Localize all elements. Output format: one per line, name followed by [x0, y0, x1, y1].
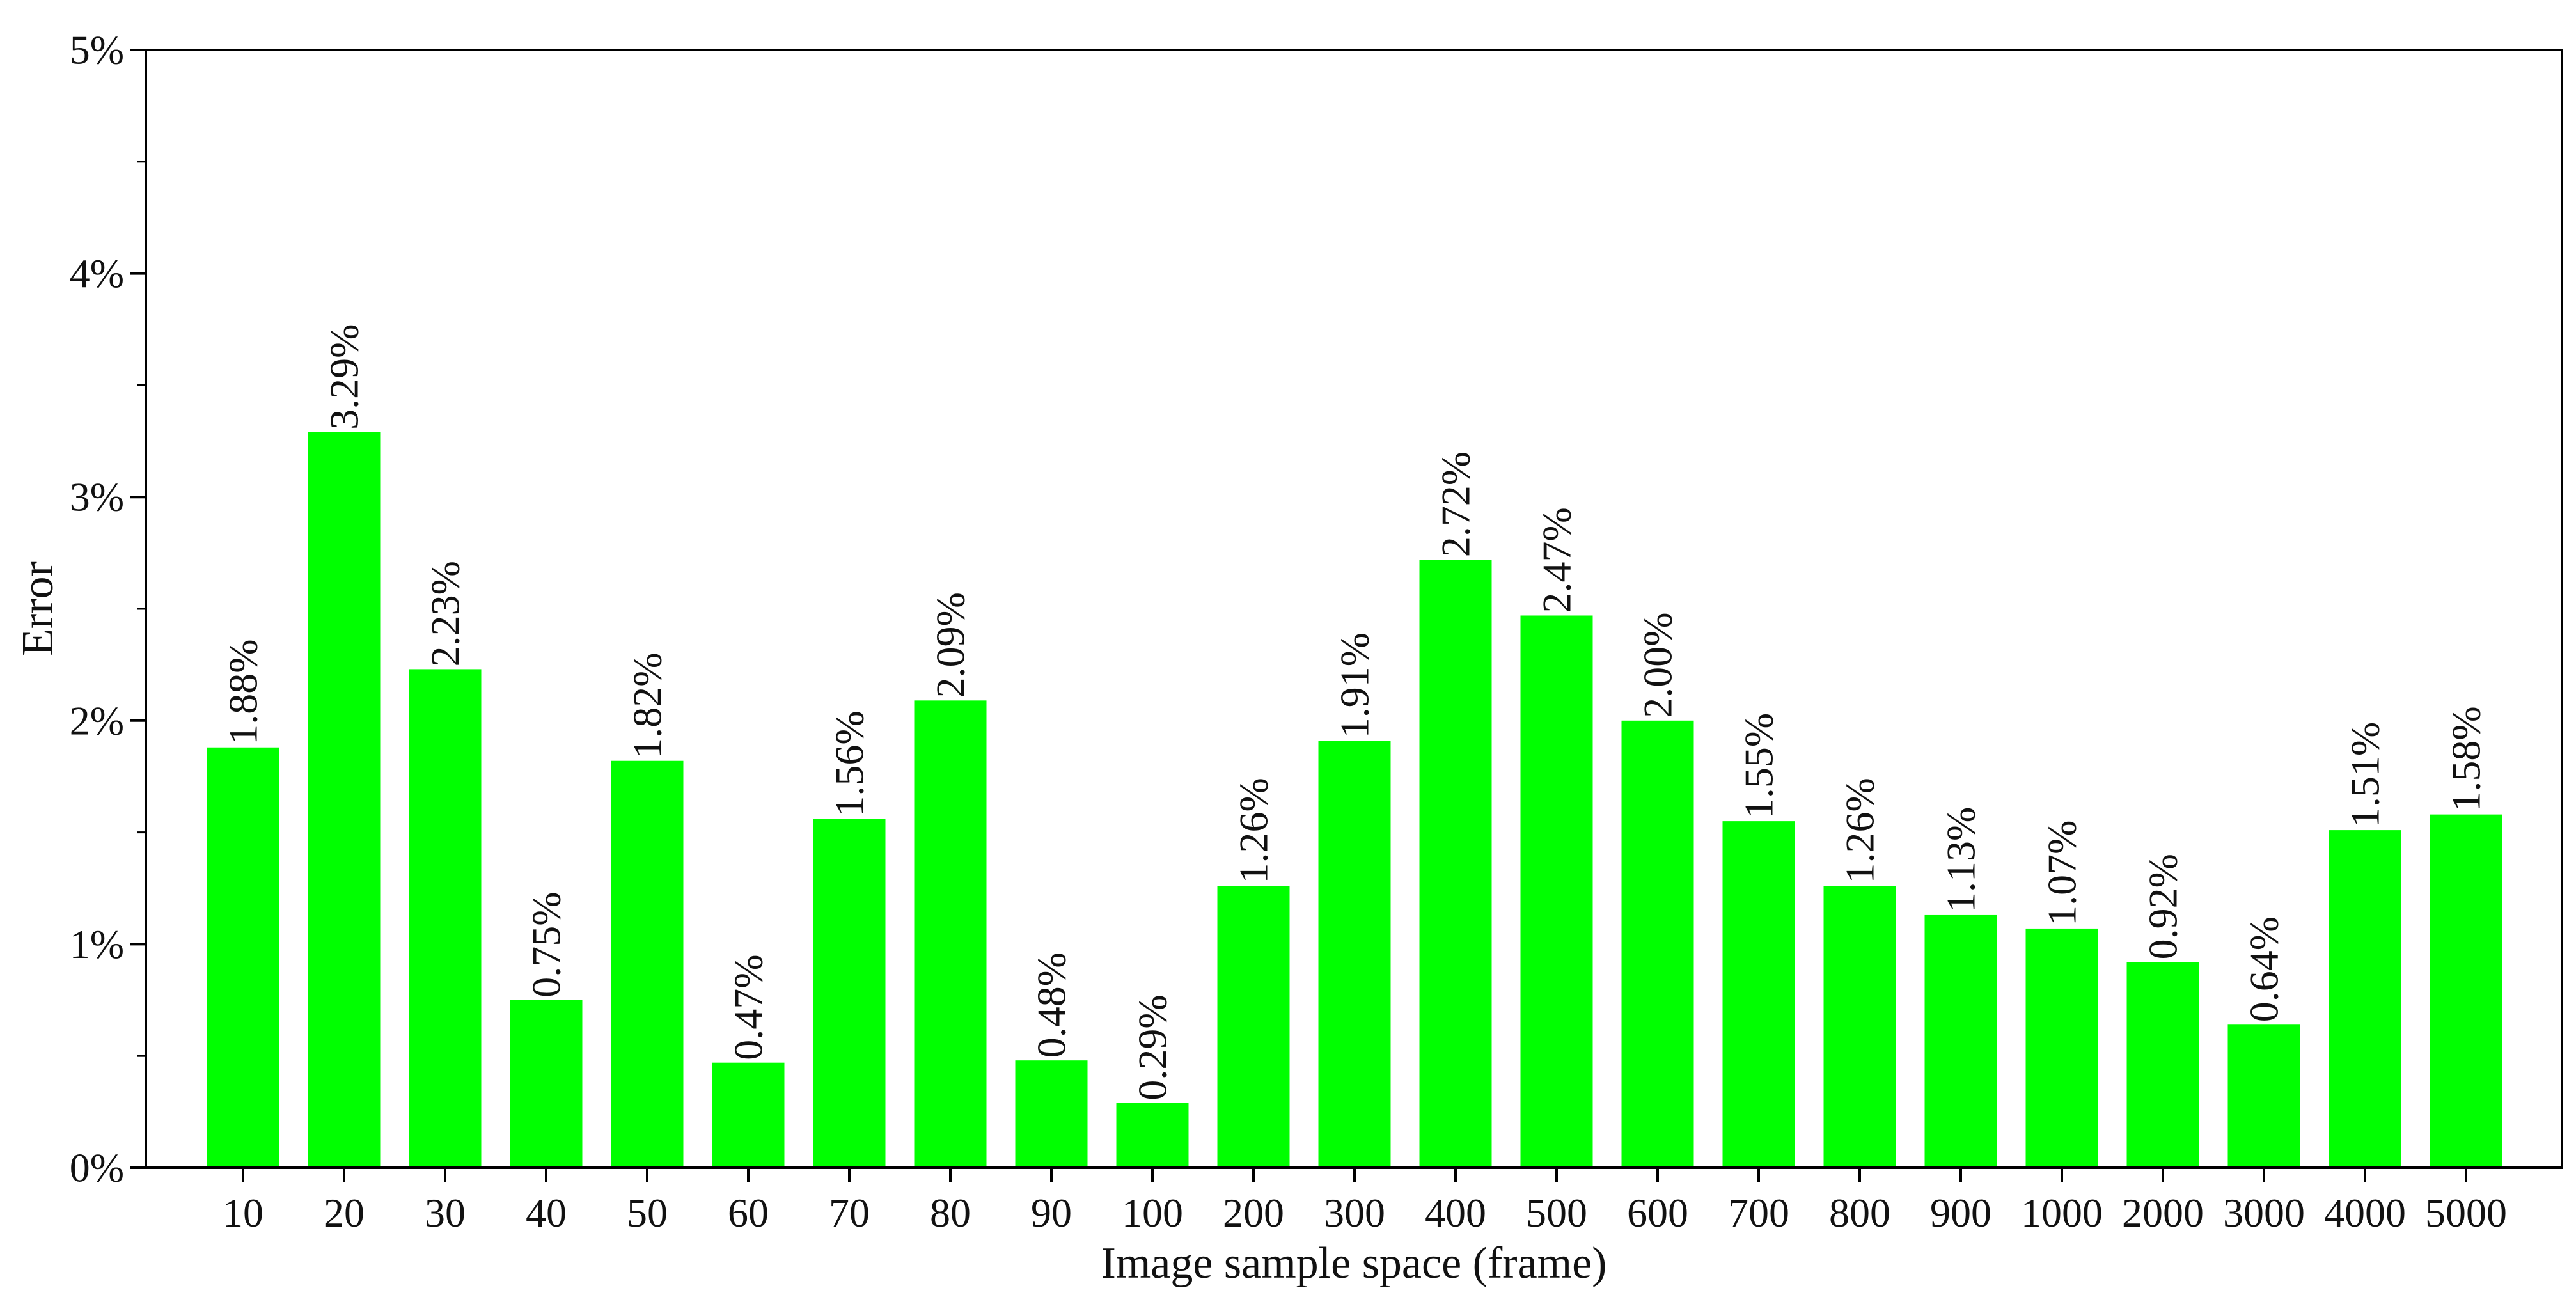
x-tick-label: 2000 [2122, 1190, 2204, 1236]
bar [1823, 886, 1896, 1168]
bar-value-label: 1.56% [827, 710, 872, 816]
x-tick-label: 500 [1526, 1190, 1587, 1236]
x-tick-label: 3000 [2223, 1190, 2305, 1236]
x-axis: 10 20 30 40 50 60 70 80 90 100 200 300 400 500 600 700 8… [223, 1168, 2507, 1236]
bar [2329, 830, 2401, 1168]
x-tick-label: 80 [930, 1190, 971, 1236]
bars-layer [207, 432, 2502, 1168]
x-tick-label: 60 [728, 1190, 769, 1236]
x-tick-label: 90 [1031, 1190, 1072, 1236]
x-tick-label: 900 [1930, 1190, 1991, 1236]
bar [1621, 720, 1694, 1168]
bar-value-label: 0.29% [1130, 994, 1175, 1100]
bar-value-label: 1.51% [2343, 722, 2388, 828]
bar [1318, 741, 1391, 1168]
bar-value-label: 2.09% [928, 592, 973, 698]
x-tick-label: 800 [1829, 1190, 1890, 1236]
x-tick-label: 400 [1425, 1190, 1486, 1236]
bar [2227, 1024, 2300, 1168]
y-tick-label: 0% [70, 1145, 124, 1191]
bar [1217, 886, 1290, 1168]
x-tick-label: 5000 [2425, 1190, 2507, 1236]
x-tick-label: 100 [1122, 1190, 1183, 1236]
value-labels-layer: 1.88% 3.29% 2.23% 0.75% 1.82% 0.47% 1.56% 2.09%… [221, 324, 2489, 1101]
bar-value-label: 1.91% [1332, 632, 1378, 738]
bar-value-label: 1.88% [221, 639, 266, 744]
bar-value-label: 0.75% [524, 891, 569, 997]
bar [1924, 914, 1997, 1168]
bar-value-label: 1.55% [1736, 713, 1782, 819]
y-tick-label: 4% [70, 251, 124, 296]
y-tick-label: 1% [70, 922, 124, 967]
y-axis: 0% 1% 2% 3% 4% 5% [70, 27, 146, 1191]
x-tick-label: 4000 [2324, 1190, 2406, 1236]
bar-value-label: 2.00% [1635, 612, 1681, 718]
bar-value-label: 3.29% [322, 324, 367, 430]
bar [813, 819, 886, 1168]
bar-value-label: 0.47% [726, 954, 771, 1060]
bar-value-label: 1.07% [2039, 820, 2085, 926]
x-tick-label: 30 [425, 1190, 466, 1236]
bar [409, 669, 482, 1168]
x-tick-label: 10 [223, 1190, 263, 1236]
bar-value-label: 1.26% [1837, 778, 1883, 883]
bar [1116, 1103, 1189, 1168]
bar-value-label: 2.72% [1433, 451, 1479, 557]
bar [308, 432, 381, 1168]
y-axis-title: Error [13, 561, 63, 656]
bar-value-label: 1.82% [625, 652, 670, 758]
x-tick-label: 40 [526, 1190, 567, 1236]
x-tick-label: 50 [627, 1190, 668, 1236]
bar-value-label: 0.64% [2242, 916, 2287, 1022]
bar-value-label: 1.13% [1938, 807, 1984, 913]
bar-value-label: 2.47% [1534, 507, 1580, 613]
bar [611, 760, 684, 1168]
plot-frame [145, 49, 2563, 1169]
bar [2025, 928, 2098, 1168]
bar-value-label: 1.58% [2444, 706, 2489, 812]
x-axis-title: Image sample space (frame) [1101, 1239, 1607, 1288]
x-tick-label: 20 [324, 1190, 365, 1236]
bar-value-label: 0.48% [1029, 952, 1074, 1058]
bar [207, 747, 279, 1168]
bar [1419, 560, 1492, 1168]
x-tick-label: 600 [1627, 1190, 1688, 1236]
y-tick-label: 2% [70, 698, 124, 743]
y-tick-label: 3% [70, 475, 124, 520]
x-tick-label: 70 [829, 1190, 870, 1236]
bar-value-label: 2.23% [423, 561, 468, 666]
y-tick-label: 5% [70, 27, 124, 73]
x-tick-label: 700 [1728, 1190, 1789, 1236]
bar [510, 1000, 583, 1168]
x-tick-label: 1000 [2021, 1190, 2103, 1236]
bar-value-label: 1.26% [1231, 778, 1276, 883]
x-tick-label: 200 [1223, 1190, 1284, 1236]
bar [2126, 962, 2199, 1168]
bar [1722, 821, 1795, 1168]
bar [1015, 1060, 1088, 1168]
bar [2430, 814, 2502, 1168]
bar [712, 1062, 785, 1168]
bar-value-label: 0.92% [2140, 854, 2186, 959]
x-tick-label: 300 [1324, 1190, 1385, 1236]
bar [914, 700, 987, 1168]
bar [1520, 615, 1593, 1168]
